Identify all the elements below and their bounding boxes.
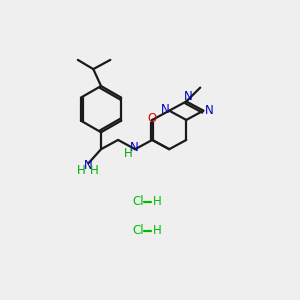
- Text: H: H: [124, 147, 133, 160]
- Text: O: O: [148, 112, 157, 125]
- Text: H: H: [77, 164, 86, 177]
- Text: N: N: [130, 141, 139, 154]
- Text: N: N: [204, 104, 213, 117]
- Text: N: N: [184, 90, 192, 103]
- Text: Cl: Cl: [132, 224, 144, 237]
- Text: H: H: [152, 195, 161, 208]
- Text: N: N: [161, 103, 170, 116]
- Text: N: N: [83, 159, 92, 172]
- Text: Cl: Cl: [132, 195, 144, 208]
- Text: H: H: [90, 164, 98, 177]
- Text: H: H: [152, 224, 161, 237]
